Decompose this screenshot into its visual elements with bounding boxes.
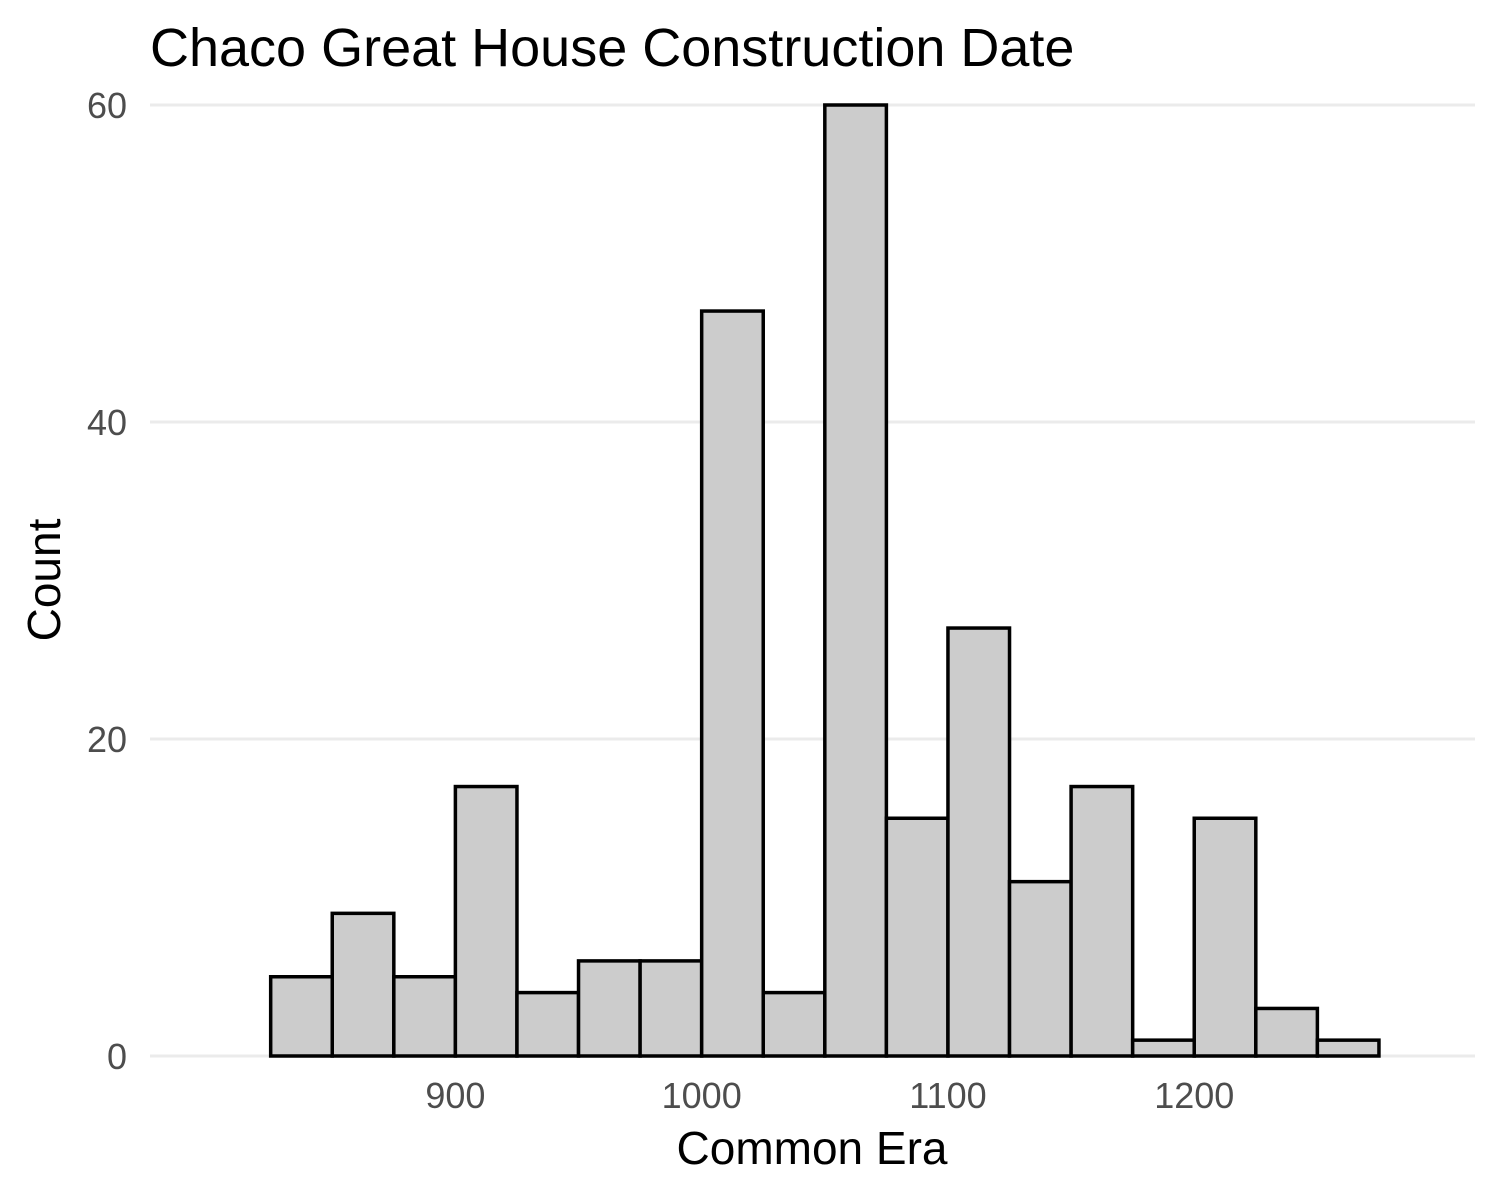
histogram-bar [1192,816,1258,1058]
x-tick-label: 900 [425,1075,485,1116]
histogram-bar [699,309,765,1058]
chart-title: Chaco Great House Construction Date [150,18,1074,78]
histogram-bar [515,990,581,1058]
histogram-bar [1254,1006,1320,1058]
histogram-bar [576,959,642,1058]
y-tick-label: 40 [87,402,127,443]
histogram-bar [884,816,950,1058]
histogram-bar [268,975,334,1058]
histogram-bar [330,911,396,1058]
histogram-bar [638,959,704,1058]
x-axis-title: Common Era [677,1122,948,1174]
histogram-bar [1007,879,1073,1058]
x-tick-label: 1000 [662,1075,742,1116]
y-tick-label: 20 [87,719,127,760]
y-tick-label: 0 [107,1036,127,1077]
y-axis-ticks: 0 20 40 60 [87,85,127,1077]
histogram-bars [268,103,1381,1058]
x-tick-label: 1100 [909,1075,986,1116]
histogram-bar [1069,784,1135,1058]
histogram-bar [1130,1038,1196,1058]
histogram-bar [1315,1038,1381,1058]
y-tick-label: 60 [87,85,127,126]
histogram-bar [453,784,519,1058]
histogram-bar [823,103,889,1058]
histogram-bar [946,626,1012,1058]
x-axis-ticks: 900 1000 1100 1200 [425,1075,1234,1116]
y-axis-title: Count [18,518,70,641]
histogram-bar [761,990,827,1058]
x-tick-label: 1200 [1154,1075,1234,1116]
histogram-bar [392,975,458,1058]
